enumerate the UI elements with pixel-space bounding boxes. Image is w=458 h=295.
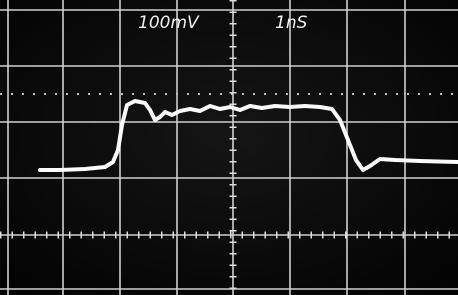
volts-per-div-label: 100mV: [138, 13, 200, 33]
time-per-div-label: 1nS: [275, 13, 308, 33]
page: 100mV 1nS (() => { const data = JSON.par…: [0, 0, 458, 295]
oscilloscope-screen: 100mV 1nS: [0, 0, 458, 295]
screen-background: [0, 0, 458, 295]
